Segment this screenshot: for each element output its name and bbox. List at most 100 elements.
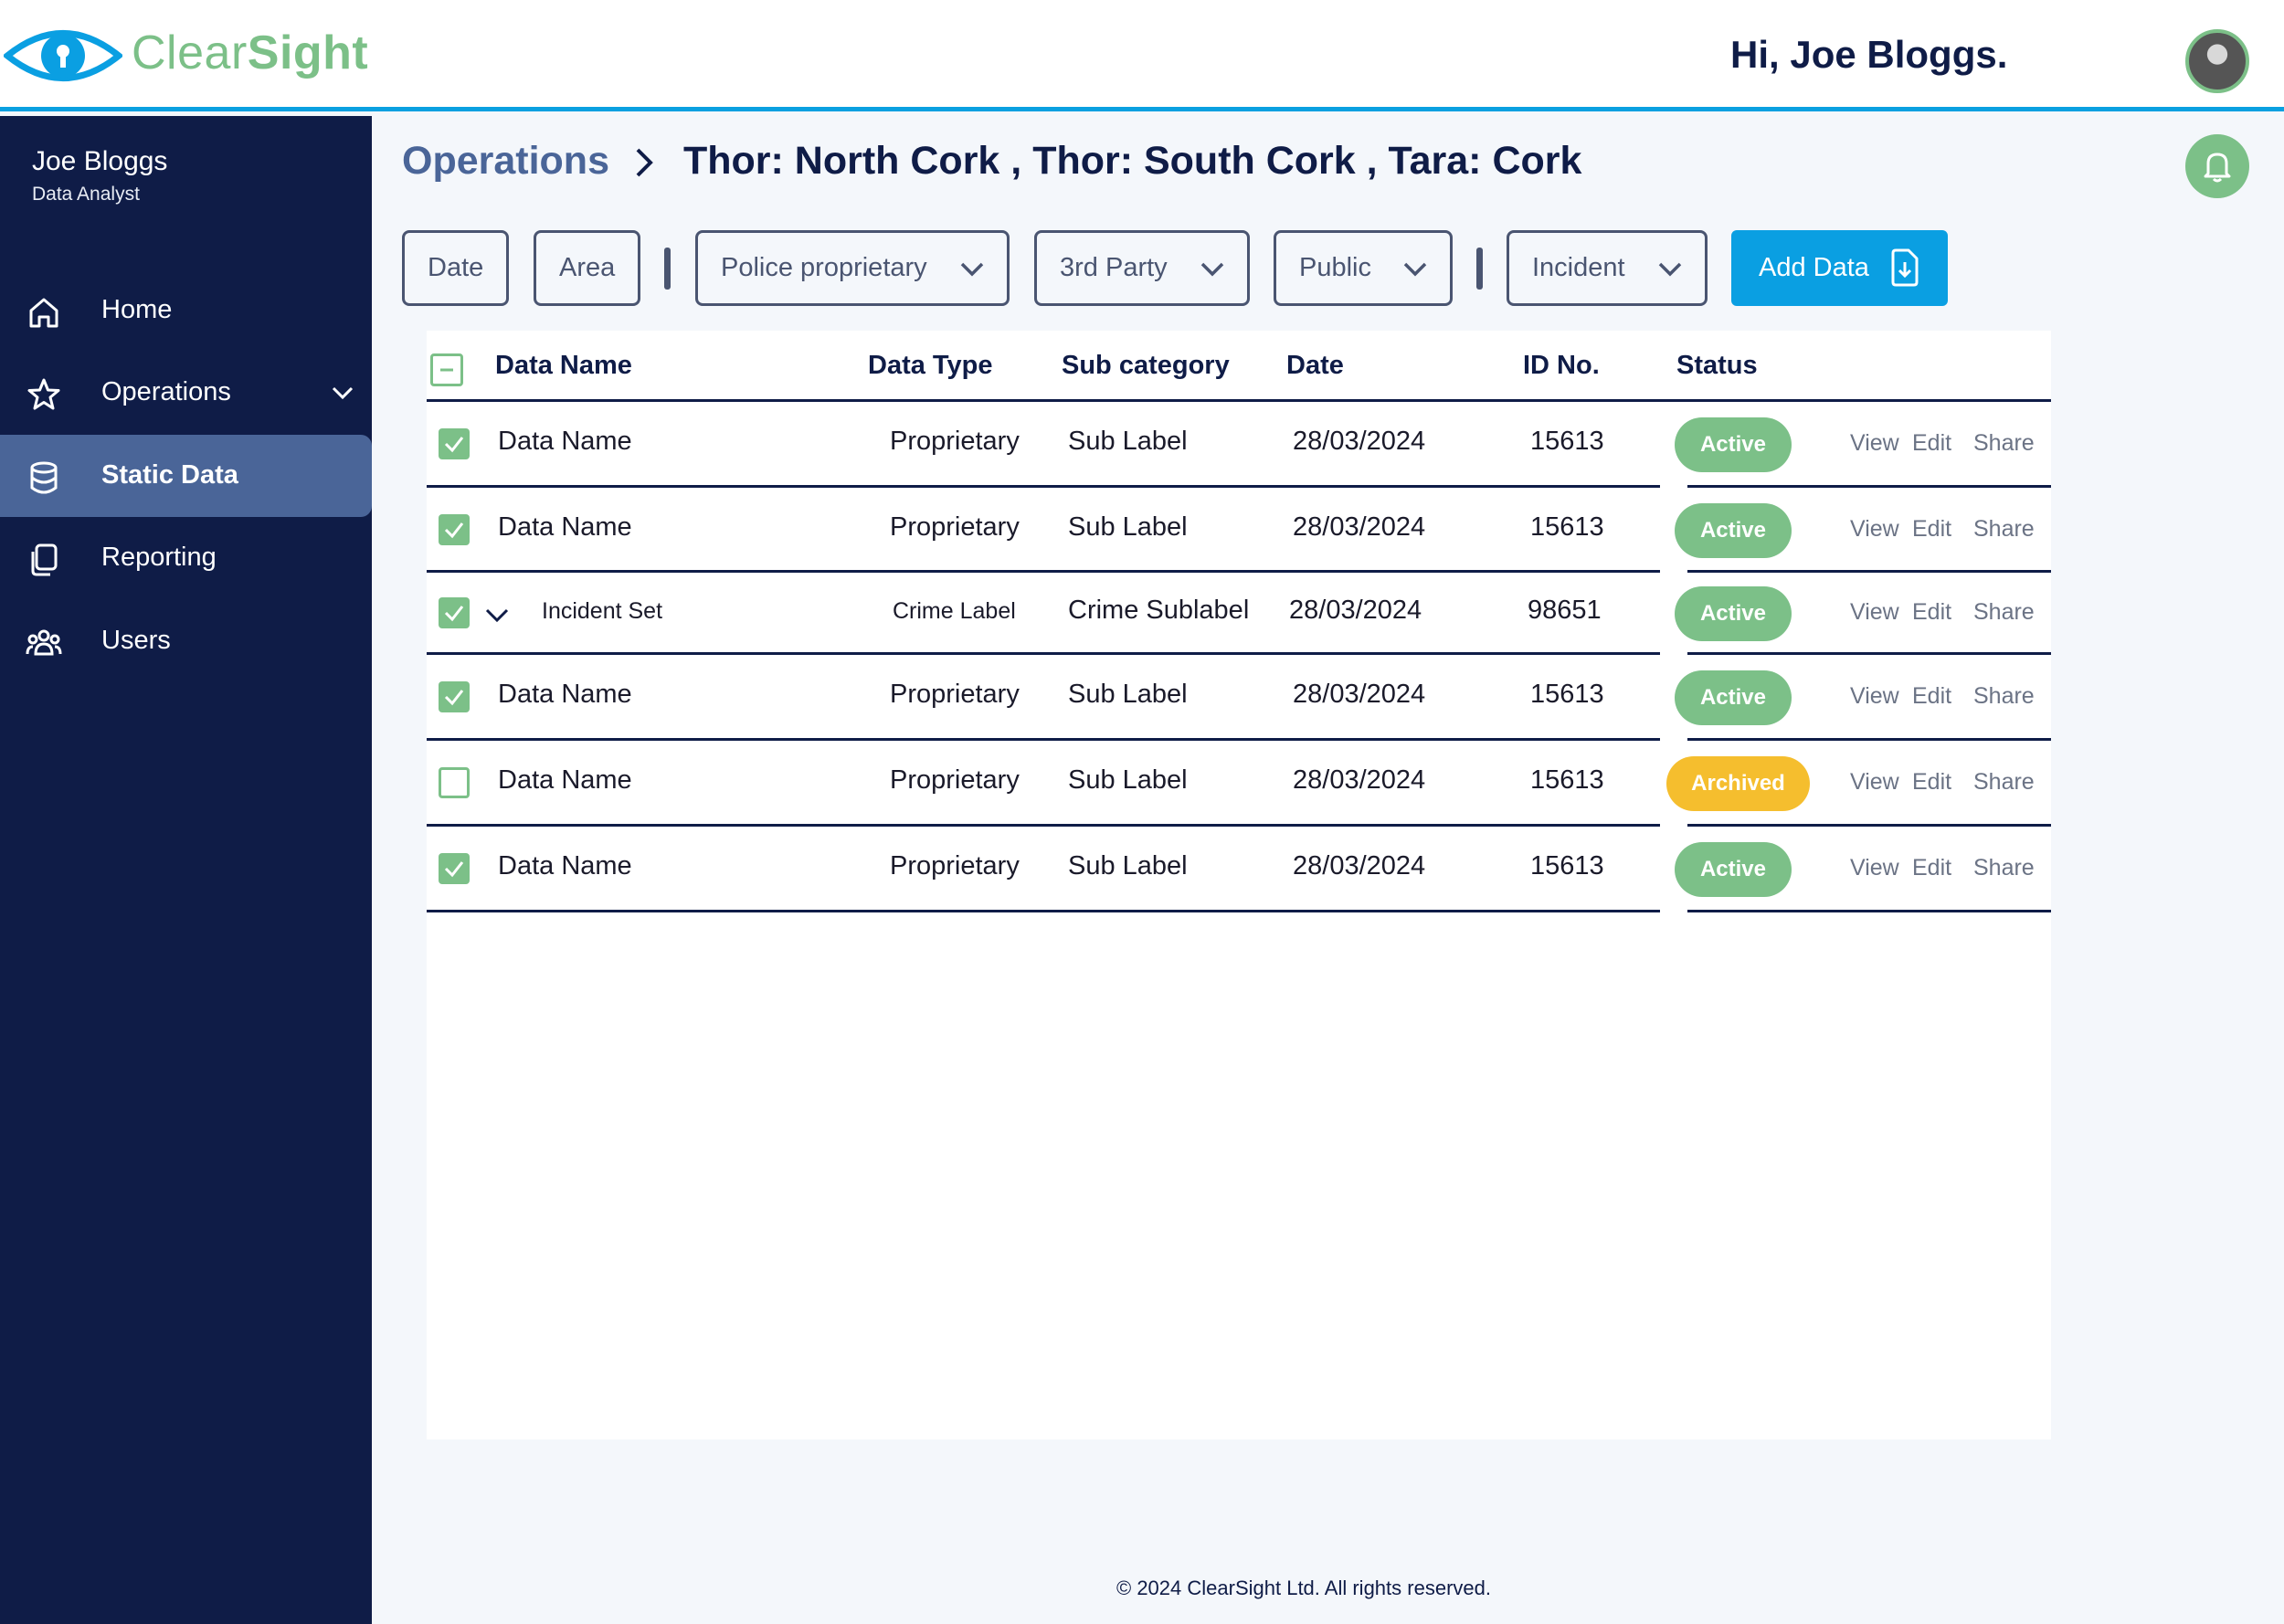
cell-data-type: Proprietary	[890, 851, 1020, 881]
sidebar-item-operations[interactable]: Operations	[0, 352, 372, 434]
row-divider-gap	[1660, 652, 1687, 655]
cell-id: 15613	[1530, 765, 1604, 795]
cell-id: 15613	[1530, 427, 1604, 456]
edit-link[interactable]: Edit	[1912, 599, 1952, 625]
user-avatar[interactable]	[2185, 29, 2249, 93]
top-bar: ClearSight Hi, Joe Bloggs.	[0, 0, 2284, 111]
header-sub-category[interactable]: Sub category	[1062, 351, 1230, 380]
cell-date: 28/03/2024	[1293, 427, 1426, 456]
status-badge: Active	[1675, 842, 1792, 897]
row-divider	[427, 652, 2051, 655]
status-badge: Active	[1675, 417, 1792, 472]
status-badge: Active	[1675, 503, 1792, 558]
view-link[interactable]: View	[1850, 769, 1899, 795]
share-link[interactable]: Share	[1973, 516, 2035, 542]
chevron-down-icon	[1403, 262, 1427, 277]
cell-sub-category: Crime Sublabel	[1068, 596, 1250, 625]
row-checkbox[interactable]	[439, 767, 470, 798]
sidebar-item-label: Operations	[101, 377, 231, 406]
header-status[interactable]: Status	[1676, 351, 1758, 380]
filter-third-party[interactable]: 3rd Party	[1034, 230, 1250, 306]
breadcrumb-root[interactable]: Operations	[402, 139, 609, 183]
cell-data-type: Proprietary	[890, 765, 1020, 795]
brand-name[interactable]: ClearSight	[132, 26, 369, 79]
status-badge: Archived	[1666, 756, 1810, 811]
select-all-checkbox[interactable]	[430, 353, 463, 386]
row-checkbox[interactable]	[439, 853, 470, 884]
filter-date[interactable]: Date	[402, 230, 509, 306]
sidebar-item-home[interactable]: Home	[0, 269, 372, 352]
filter-incident[interactable]: Incident	[1507, 230, 1708, 306]
row-divider	[427, 738, 2051, 741]
users-icon	[26, 629, 62, 656]
table-row[interactable]: Incident Set Crime Label Crime Sublabel 28/…	[427, 573, 2051, 655]
cell-date: 28/03/2024	[1293, 765, 1426, 795]
chevron-down-icon[interactable]	[329, 379, 356, 406]
share-link[interactable]: Share	[1973, 769, 2035, 795]
data-table: Data Name Data Type Sub category Date ID…	[427, 331, 2051, 1439]
chevron-down-icon	[1658, 262, 1682, 277]
greeting-text: Hi, Joe Bloggs.	[1730, 33, 2008, 76]
bell-icon	[2204, 153, 2231, 183]
sidebar: Joe Bloggs Data Analyst Home Operations …	[0, 116, 372, 1624]
view-link[interactable]: View	[1850, 683, 1899, 709]
table-row[interactable]: Data Name Proprietary Sub Label 28/03/2024 1…	[427, 741, 2051, 827]
header-data-type[interactable]: Data Type	[868, 351, 993, 380]
cell-date: 28/03/2024	[1293, 680, 1426, 709]
row-divider-gap	[1660, 570, 1687, 573]
filter-public[interactable]: Public	[1274, 230, 1453, 306]
row-checkbox[interactable]	[439, 597, 470, 628]
row-divider	[427, 485, 2051, 488]
edit-link[interactable]: Edit	[1912, 430, 1952, 456]
cell-id: 15613	[1530, 512, 1604, 542]
cell-data-type: Crime Label	[893, 598, 1016, 624]
filter-divider	[1476, 248, 1483, 290]
cell-sub-category: Sub Label	[1068, 512, 1188, 542]
database-icon	[30, 461, 58, 494]
view-link[interactable]: View	[1850, 599, 1899, 625]
header-id[interactable]: ID No.	[1523, 351, 1600, 380]
sidebar-item-static-data[interactable]: Static Data	[0, 435, 372, 517]
table-row[interactable]: Data Name Proprietary Sub Label 28/03/2024 1…	[427, 402, 2051, 488]
row-checkbox[interactable]	[439, 428, 470, 459]
view-link[interactable]: View	[1850, 516, 1899, 542]
filter-police-proprietary[interactable]: Police proprietary	[695, 230, 1010, 306]
sidebar-item-users[interactable]: Users	[0, 600, 372, 682]
share-link[interactable]: Share	[1973, 855, 2035, 881]
cell-data-type: Proprietary	[890, 512, 1020, 542]
share-link[interactable]: Share	[1973, 430, 2035, 456]
filter-area[interactable]: Area	[534, 230, 640, 306]
edit-link[interactable]: Edit	[1912, 683, 1952, 709]
table-row[interactable]: Data Name Proprietary Sub Label 28/03/2024 1…	[427, 827, 2051, 912]
row-divider	[427, 570, 2051, 573]
header-data-name[interactable]: Data Name	[495, 351, 632, 380]
chevron-down-icon[interactable]	[483, 601, 511, 628]
minus-icon	[440, 368, 453, 372]
edit-link[interactable]: Edit	[1912, 516, 1952, 542]
cell-id: 15613	[1530, 680, 1604, 709]
add-data-button[interactable]: Add Data	[1731, 230, 1948, 306]
cell-data-name: Data Name	[498, 680, 632, 709]
table-row[interactable]: Data Name Proprietary Sub Label 28/03/2024 1…	[427, 655, 2051, 741]
sidebar-item-label: Home	[101, 295, 173, 324]
edit-link[interactable]: Edit	[1912, 855, 1952, 881]
edit-link[interactable]: Edit	[1912, 769, 1952, 795]
row-divider-gap	[1660, 824, 1687, 827]
sidebar-user-role: Data Analyst	[32, 184, 140, 205]
view-link[interactable]: View	[1850, 430, 1899, 456]
cell-id: 15613	[1530, 851, 1604, 881]
sidebar-user-name: Joe Bloggs	[32, 146, 168, 176]
row-checkbox[interactable]	[439, 514, 470, 545]
cell-data-name: Data Name	[498, 512, 632, 542]
cell-sub-category: Sub Label	[1068, 765, 1188, 795]
sidebar-item-label: Static Data	[101, 460, 238, 490]
share-link[interactable]: Share	[1973, 599, 2035, 625]
header-date[interactable]: Date	[1286, 351, 1344, 380]
row-checkbox[interactable]	[439, 681, 470, 712]
table-row[interactable]: Data Name Proprietary Sub Label 28/03/2024 1…	[427, 488, 2051, 573]
share-link[interactable]: Share	[1973, 683, 2035, 709]
notifications-button[interactable]	[2185, 134, 2249, 198]
cell-sub-category: Sub Label	[1068, 851, 1188, 881]
sidebar-item-reporting[interactable]: Reporting	[0, 517, 372, 599]
view-link[interactable]: View	[1850, 855, 1899, 881]
